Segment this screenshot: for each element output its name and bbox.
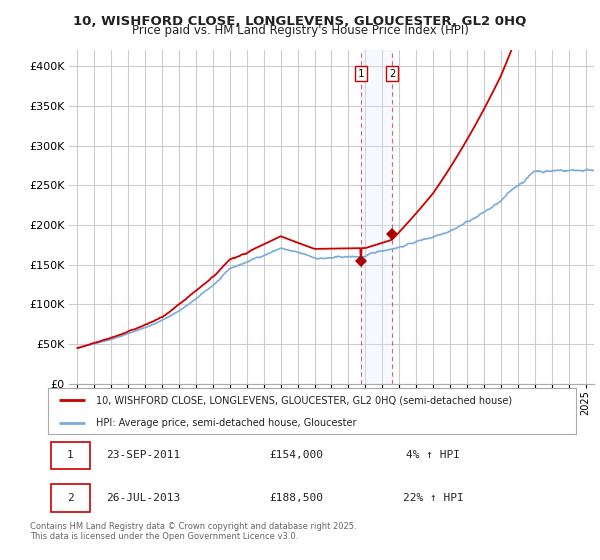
Text: 22% ↑ HPI: 22% ↑ HPI [403,493,464,503]
Text: 1: 1 [358,69,364,79]
Text: 23-SEP-2011: 23-SEP-2011 [106,450,180,460]
Text: 26-JUL-2013: 26-JUL-2013 [106,493,180,503]
FancyBboxPatch shape [50,442,90,469]
Text: 10, WISHFORD CLOSE, LONGLEVENS, GLOUCESTER, GL2 0HQ (semi-detached house): 10, WISHFORD CLOSE, LONGLEVENS, GLOUCEST… [95,395,512,405]
Text: £188,500: £188,500 [269,493,323,503]
Text: Contains HM Land Registry data © Crown copyright and database right 2025.
This d: Contains HM Land Registry data © Crown c… [30,522,356,542]
Text: £154,000: £154,000 [269,450,323,460]
Text: 2: 2 [389,69,395,79]
Text: 10, WISHFORD CLOSE, LONGLEVENS, GLOUCESTER, GL2 0HQ: 10, WISHFORD CLOSE, LONGLEVENS, GLOUCEST… [73,15,527,28]
Text: 1: 1 [67,450,74,460]
Text: 2: 2 [67,493,74,503]
Bar [361,50,392,384]
Text: HPI: Average price, semi-detached house, Gloucester: HPI: Average price, semi-detached house,… [95,418,356,427]
Text: Price paid vs. HM Land Registry's House Price Index (HPI): Price paid vs. HM Land Registry's House … [131,24,469,38]
Text: 4% ↑ HPI: 4% ↑ HPI [406,450,460,460]
FancyBboxPatch shape [50,484,90,511]
